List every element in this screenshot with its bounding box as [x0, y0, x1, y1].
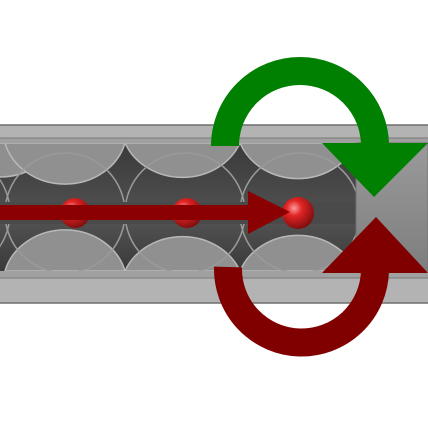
mechanism-diagram: [0, 0, 428, 428]
